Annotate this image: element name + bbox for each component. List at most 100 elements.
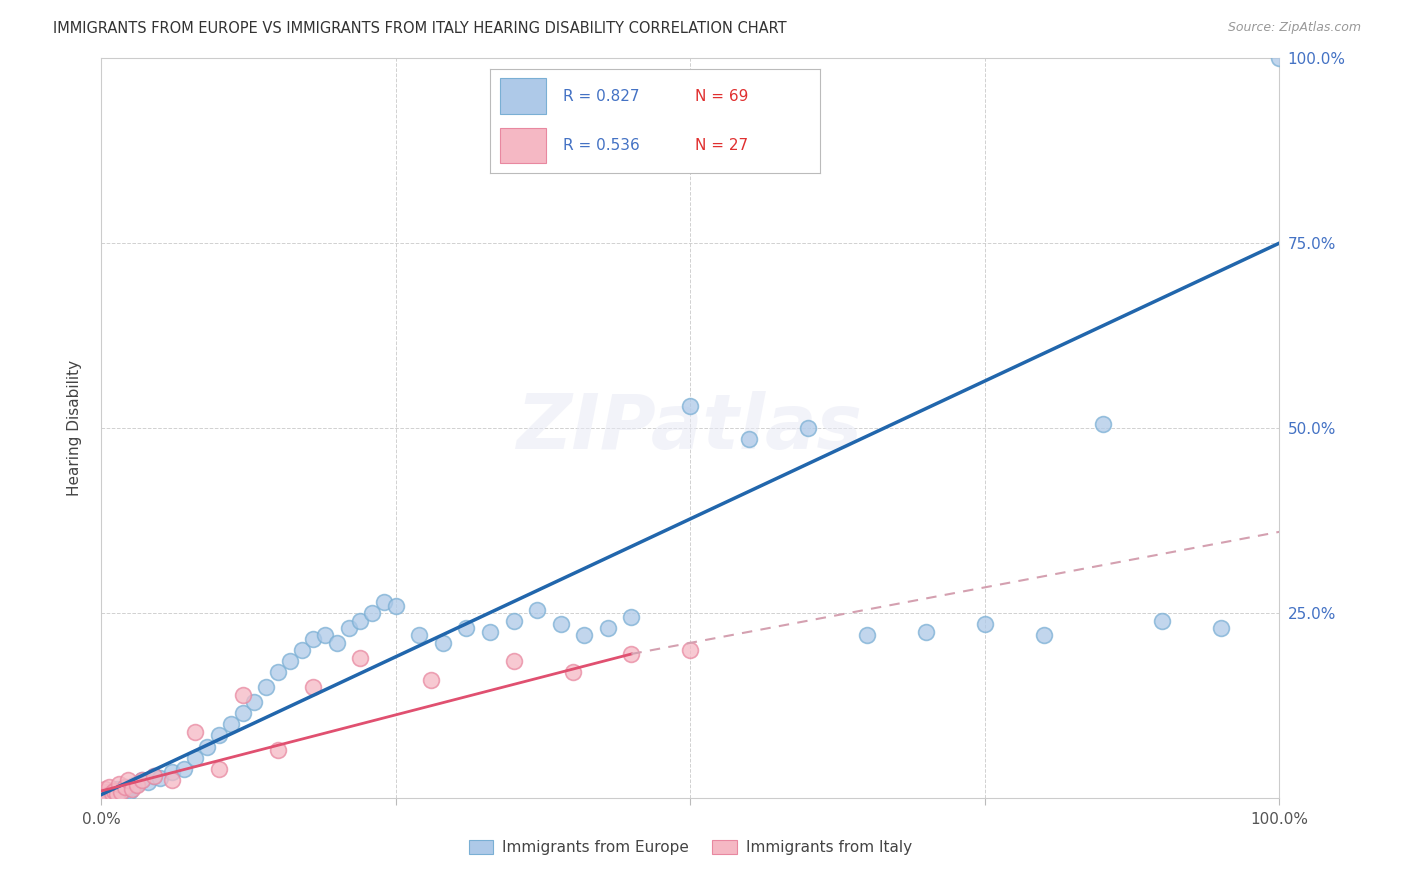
Text: ZIPatlas: ZIPatlas [517,392,863,465]
Point [596,621,619,635]
Point [349,650,371,665]
Point [131,772,153,787]
Point [184,724,207,739]
Point [1209,621,1232,635]
Point [479,624,502,639]
Point [97,785,120,799]
Point [101,786,124,800]
Point [385,599,408,613]
Point [108,787,131,801]
Point [115,782,138,797]
Point [94,789,117,803]
Legend: Immigrants from Europe, Immigrants from Italy: Immigrants from Europe, Immigrants from … [463,834,918,861]
Point [108,784,131,798]
Point [267,743,290,757]
Point [208,762,231,776]
Point [105,782,128,797]
Point [502,654,524,668]
Point [349,614,371,628]
Text: IMMIGRANTS FROM EUROPE VS IMMIGRANTS FROM ITALY HEARING DISABILITY CORRELATION C: IMMIGRANTS FROM EUROPE VS IMMIGRANTS FRO… [53,21,787,36]
Point [502,614,524,628]
Point [373,595,395,609]
Point [1150,614,1173,628]
Point [526,602,548,616]
Point [290,643,312,657]
Point [98,788,121,802]
Point [96,787,118,801]
Point [96,788,118,802]
Point [114,780,136,795]
Point [173,762,195,776]
Point [121,780,143,795]
Point [1268,51,1291,65]
Point [267,665,290,680]
Y-axis label: Hearing Disability: Hearing Disability [67,360,83,496]
Point [93,785,115,799]
Point [108,776,131,790]
Point [232,688,254,702]
Point [103,787,125,801]
Point [973,617,995,632]
Point [104,785,127,799]
Point [243,695,266,709]
Point [326,636,349,650]
Point [117,772,139,787]
Point [110,785,132,799]
Point [679,643,702,657]
Point [114,780,136,795]
Point [561,665,583,680]
Point [111,788,134,802]
Point [550,617,572,632]
Point [93,789,115,804]
Point [184,750,207,764]
Point [94,788,117,802]
Point [122,778,145,792]
Point [94,782,117,797]
Point [1032,628,1054,642]
Point [302,632,325,647]
Point [160,772,183,787]
Point [105,787,128,801]
Point [143,769,166,783]
Point [101,784,124,798]
Point [143,769,166,783]
Point [107,786,129,800]
Point [131,772,153,787]
Point [856,628,879,642]
Point [915,624,938,639]
Point [195,739,218,754]
Point [232,706,254,721]
Point [103,784,125,798]
Point [620,610,643,624]
Point [160,765,183,780]
Point [208,728,231,742]
Point [138,775,160,789]
Point [432,636,454,650]
Point [679,399,702,413]
Point [797,421,820,435]
Point [361,607,384,621]
Point [125,778,148,792]
Point [112,785,135,799]
Point [337,621,360,635]
Point [738,432,761,446]
Point [620,647,643,661]
Point [574,628,596,642]
Point [101,789,124,803]
Point [118,784,141,798]
Point [314,628,336,642]
Point [1091,417,1114,432]
Point [121,782,143,797]
Text: Source: ZipAtlas.com: Source: ZipAtlas.com [1227,21,1361,34]
Point [408,628,430,642]
Point [149,771,172,785]
Point [125,776,148,790]
Point [456,621,478,635]
Point [254,680,277,694]
Point [110,785,132,799]
Point [278,654,301,668]
Point [420,673,443,687]
Point [100,786,122,800]
Point [98,780,121,795]
Point [219,717,242,731]
